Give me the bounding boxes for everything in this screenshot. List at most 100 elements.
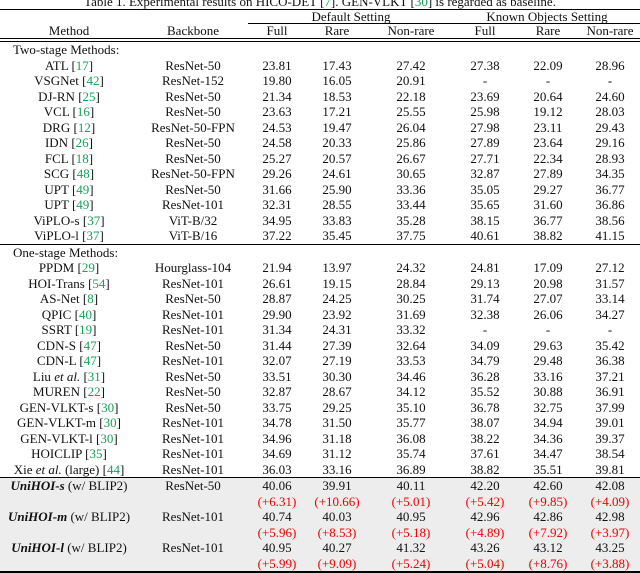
value-cell: 28.55 — [322, 197, 352, 212]
value-cell: 29.16 — [595, 135, 625, 150]
citation-ref: 40 — [78, 306, 92, 322]
backbone-cell: ResNet-101 — [161, 415, 225, 430]
backbone-cell: ResNet-101 — [161, 275, 225, 291]
delta-cell: (+5.42) — [454, 493, 516, 509]
value-cell: 29.26 — [262, 166, 292, 181]
value-cell: 43.12 — [516, 540, 580, 556]
value-cell: 32.87 — [470, 166, 500, 181]
table-row: HOI-Trans [54] ResNet-101 26.61 19.15 28.84 2… — [0, 276, 640, 292]
value-cell: 31.44 — [262, 337, 292, 353]
value-cell: 22.09 — [533, 57, 563, 73]
value-cell: 40.06 — [248, 477, 306, 494]
value-cell: 40.95 — [248, 540, 306, 556]
value-cell: 17.21 — [322, 104, 352, 119]
value-cell: 23.69 — [470, 88, 500, 104]
table-row: Liu et al. [31] ResNet-50 33.51 30.30 34.46 3… — [0, 369, 640, 385]
value-cell: - — [545, 73, 551, 88]
citation-ref: 29 — [81, 260, 95, 275]
citation-ref: 35 — [89, 446, 103, 461]
table-row: HOICLIP [35] ResNet-101 34.69 31.12 35.74 37.… — [0, 446, 640, 462]
table-row: SSRT [19] ResNet-101 31.34 24.31 33.32 - - - — [0, 322, 640, 338]
value-cell: 23.81 — [262, 57, 292, 73]
value-cell: 27.71 — [470, 150, 500, 166]
value-cell: 36.86 — [595, 197, 625, 212]
value-cell: 35.77 — [396, 415, 426, 430]
citation-ref: 8 — [87, 291, 94, 306]
table-row: ATL [17] ResNet-50 23.81 17.43 27.42 27.38 22.… — [0, 58, 640, 74]
value-cell: 32.07 — [262, 353, 292, 368]
citation-ref: 37 — [86, 228, 100, 243]
value-cell: 24.61 — [322, 166, 352, 181]
value-cell: 34.69 — [262, 446, 292, 461]
value-cell: 33.53 — [396, 353, 426, 368]
value-cell: 34.47 — [533, 446, 563, 461]
value-cell: 38.22 — [470, 430, 500, 446]
value-cell: 35.52 — [470, 384, 500, 399]
method-cell: CDN-S [47] — [37, 337, 101, 353]
value-cell: 27.89 — [470, 135, 500, 150]
value-cell: 23.11 — [533, 119, 563, 135]
value-cell: 38.82 — [533, 228, 563, 243]
column-header-row: Method Backbone Full Rare Non-rare Full … — [0, 23, 640, 42]
value-cell: 24.58 — [262, 135, 292, 150]
column-header-full-default: Full — [248, 23, 306, 42]
value-cell: - — [482, 73, 488, 88]
value-cell: 36.38 — [595, 353, 625, 368]
table-row: UPT [49] ResNet-50 31.66 25.90 33.36 35.05 29.… — [0, 182, 640, 198]
method-cell: UPT [49] — [44, 197, 94, 212]
value-cell: 39.81 — [595, 461, 625, 477]
column-header-full-known: Full — [454, 23, 516, 42]
value-cell: 23.92 — [322, 306, 352, 322]
value-cell: 25.27 — [262, 150, 292, 166]
highlight-method-row: UniHOI-l (w/ BLIP2) ResNet-101 40.95 40.27 4… — [0, 540, 640, 556]
value-cell: 39.01 — [595, 415, 625, 430]
value-cell: 37.22 — [262, 228, 292, 243]
method-cell: Liu et al. [31] — [32, 368, 106, 384]
backbone-cell: ResNet-50 — [165, 150, 221, 166]
method-cell: MUREN [22] — [33, 384, 105, 399]
delta-cell: (+3.88) — [580, 555, 640, 572]
value-cell: 41.15 — [595, 228, 625, 243]
value-cell: 35.05 — [470, 181, 500, 197]
value-cell: 35.51 — [533, 461, 563, 477]
method-cell: SSRT [19] — [41, 322, 97, 337]
backbone-cell: ResNet-101 — [161, 197, 225, 212]
method-cell: GEN-VLKT-l [30] — [20, 430, 118, 446]
value-cell: 33.75 — [262, 399, 292, 415]
value-cell: 16.05 — [322, 73, 352, 88]
value-cell: 23.64 — [533, 135, 563, 150]
value-cell: 43.25 — [580, 540, 640, 556]
value-cell: 18.53 — [322, 88, 352, 104]
delta-cell: (+9.09) — [306, 555, 368, 572]
citation-ref: 25 — [82, 88, 96, 104]
value-cell: 36.08 — [396, 430, 426, 446]
value-cell: 38.54 — [595, 446, 625, 461]
table-row: GEN-VLKT-l [30] ResNet-101 34.96 31.18 36.08… — [0, 431, 640, 447]
value-cell: 33.36 — [396, 181, 426, 197]
table-row: DRG [12] ResNet-50-FPN 24.53 19.47 26.04 27.9… — [0, 120, 640, 136]
method-cell: ViPLO-l [37] — [34, 228, 104, 243]
table-row: VCL [16] ResNet-50 23.63 17.21 25.55 25.98 19.… — [0, 104, 640, 120]
value-cell: 38.15 — [470, 212, 500, 228]
value-cell: 24.25 — [322, 291, 352, 306]
group-header-spacer — [0, 10, 248, 24]
value-cell: 32.75 — [533, 399, 563, 415]
table-row: GEN-VLKT-m [30] ResNet-101 34.78 31.50 35.77… — [0, 415, 640, 431]
value-cell: - — [545, 322, 551, 337]
method-cell: HOI-Trans [54] — [28, 275, 110, 291]
value-cell: 40.95 — [368, 509, 454, 525]
value-cell: 34.79 — [470, 353, 500, 368]
method-cell: GEN-VLKT-m [30] — [17, 415, 121, 430]
citation-ref: 26 — [75, 135, 89, 150]
value-cell: 34.35 — [595, 166, 625, 181]
group-header-row: Default Setting Known Objects Setting — [0, 9, 640, 24]
method-cell: AS-Net [8] — [39, 291, 99, 306]
value-cell: 19.80 — [262, 73, 292, 88]
value-cell: 24.81 — [470, 260, 500, 275]
value-cell: 36.89 — [396, 461, 426, 477]
delta-cell: (+5.04) — [454, 555, 516, 572]
highlight-delta-row: (+6.31) (+10.66) (+5.01) (+5.42) (+9.85) (+4.… — [0, 493, 640, 509]
value-cell: 29.13 — [470, 275, 500, 291]
delta-cell: (+7.92) — [516, 524, 580, 540]
delta-cell: (+8.76) — [516, 555, 580, 572]
